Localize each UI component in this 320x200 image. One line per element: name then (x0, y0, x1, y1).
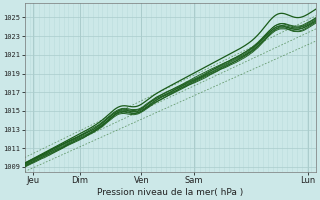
X-axis label: Pression niveau de la mer( hPa ): Pression niveau de la mer( hPa ) (97, 188, 244, 197)
